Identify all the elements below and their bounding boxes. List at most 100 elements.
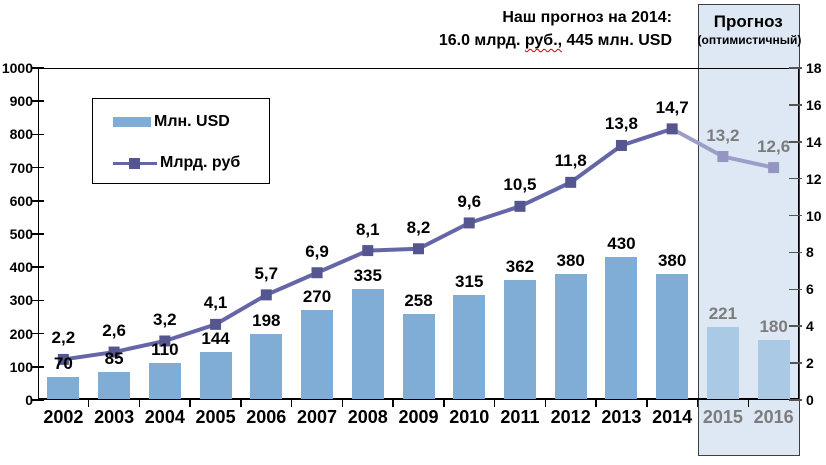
legend-entry-rub[interactable]: Млрд. руб [113, 154, 240, 172]
right-axis-label: 18 [806, 60, 822, 76]
bar-label-2014: 380 [657, 250, 687, 270]
right-axis-tick [789, 325, 802, 327]
left-axis-label: 900 [9, 93, 33, 110]
legend-entry-usd[interactable]: Млн. USD [113, 113, 230, 131]
rub-marker-2007[interactable] [311, 267, 323, 279]
rub-marker-2009[interactable] [413, 243, 424, 255]
bar-2007[interactable] [301, 310, 334, 399]
x-axis-tick [595, 400, 597, 407]
line-label-2006: 5,7 [254, 263, 279, 283]
rub-marker-2014[interactable] [666, 123, 678, 135]
rub-marker-2004[interactable] [159, 335, 171, 347]
legend[interactable]: Млн. USD Млрд. руб [92, 98, 270, 184]
x-axis-label-2010: 2010 [449, 407, 490, 427]
bar-2005[interactable] [199, 352, 232, 399]
rub-marker-2011[interactable] [514, 200, 526, 212]
left-axis-label: 300 [9, 292, 33, 309]
bar-label-2006: 198 [252, 311, 281, 331]
left-axis-label: 500 [9, 226, 33, 242]
rub-marker-2012[interactable] [565, 176, 577, 188]
rub-marker-2016[interactable] [768, 162, 780, 174]
left-axis-tick [31, 332, 44, 335]
right-axis-label: 6 [806, 281, 814, 298]
x-axis-label-2003: 2003 [94, 407, 135, 427]
bar-label-2015: 221 [708, 303, 738, 323]
bar-label-2005: 144 [201, 329, 230, 349]
x-axis-tick [341, 400, 344, 407]
right-axis-label: 16 [806, 96, 822, 113]
bar-2004[interactable] [148, 363, 181, 399]
rub-marker-2008[interactable] [362, 245, 374, 257]
bar-2011[interactable] [503, 279, 536, 399]
right-axis-label: 0 [806, 392, 814, 408]
left-axis-label: 600 [9, 192, 33, 209]
left-axis-label: 400 [9, 259, 33, 276]
x-axis-tick [443, 400, 445, 407]
rub-marker-2002[interactable] [57, 353, 69, 365]
rub-marker-2013[interactable] [615, 139, 627, 151]
rub-marker-2005[interactable] [210, 318, 222, 330]
line-label-2002: 2,2 [51, 328, 76, 348]
right-axis-label: 10 [806, 207, 822, 224]
bar-2014[interactable] [656, 273, 689, 399]
line-label-2014: 14,7 [655, 97, 689, 117]
x-axis-tick [747, 400, 750, 407]
bar-2002[interactable] [47, 376, 80, 399]
legend-bar-swatch-icon [113, 117, 151, 127]
x-axis-tick [493, 400, 496, 407]
line-label-2016: 12,6 [757, 136, 791, 156]
bar-2006[interactable] [250, 334, 283, 399]
line-label-2007: 6,9 [305, 241, 329, 261]
x-axis-label-2015: 2015 [702, 407, 743, 427]
bar-2003[interactable] [98, 371, 131, 399]
bar-2015[interactable] [706, 326, 739, 399]
line-label-2010: 9,6 [457, 191, 482, 211]
title-line2-misspelled-word: руб., [524, 32, 563, 49]
bar-2010[interactable] [453, 295, 486, 399]
left-axis-tick [31, 133, 44, 136]
bar-2013[interactable] [605, 257, 638, 399]
line-label-2011: 10,5 [503, 175, 537, 195]
bar-label-2007: 270 [302, 287, 332, 307]
bar-2008[interactable] [351, 288, 384, 399]
x-axis-tick [240, 400, 242, 407]
line-label-2012: 11,8 [554, 151, 587, 171]
rub-marker-2006[interactable] [260, 289, 272, 301]
right-axis-tick [789, 362, 802, 364]
left-axis-label: 100 [9, 358, 33, 375]
left-axis-tick [31, 366, 44, 368]
rub-marker-2010[interactable] [463, 217, 475, 229]
x-axis-label-2009: 2009 [398, 407, 439, 427]
bar-label-2013: 430 [607, 234, 636, 254]
x-axis-label-2002: 2002 [43, 407, 84, 427]
forecast-region-header: Прогноз (оптимистичный) [697, 11, 802, 47]
x-axis-label-2005: 2005 [195, 407, 236, 427]
x-axis-label-2008: 2008 [347, 407, 388, 427]
bar-2016[interactable] [757, 340, 790, 399]
left-axis-label: 1000 [1, 60, 33, 76]
line-label-2013: 13,8 [604, 114, 638, 134]
rub-marker-2015[interactable] [717, 151, 729, 163]
line-label-2008: 8,1 [355, 219, 380, 239]
right-axis-label: 12 [806, 170, 822, 187]
x-axis-label-2012: 2012 [550, 407, 591, 427]
right-axis-tick [789, 288, 802, 291]
left-axis-tick [31, 67, 44, 69]
rub-marker-2003[interactable] [108, 346, 120, 358]
bar-2012[interactable] [554, 273, 587, 399]
bar-label-2004: 110 [151, 340, 179, 360]
right-axis-tick [789, 177, 802, 180]
x-axis-tick [290, 400, 293, 407]
legend-line-label: Млрд. руб [160, 154, 241, 171]
x-axis-tick [696, 400, 699, 407]
left-axis-label: 200 [9, 325, 33, 342]
line-label-2009: 8,2 [406, 217, 431, 237]
left-axis-tick [31, 100, 44, 102]
bar-2009[interactable] [402, 314, 435, 399]
line-label-2015: 13,2 [706, 125, 740, 145]
right-axis-label: 4 [806, 318, 814, 335]
forecast-region-subtitle: (оптимистичный) [697, 33, 802, 47]
x-axis-label-2016: 2016 [753, 407, 794, 427]
